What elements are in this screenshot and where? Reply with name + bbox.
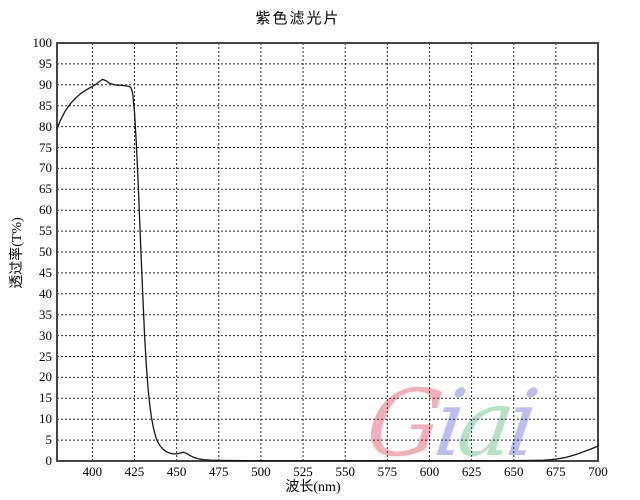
x-tick-label: 625 xyxy=(461,464,482,479)
chart-title: 紫色滤光片 xyxy=(255,11,341,27)
y-tick-label: 75 xyxy=(39,139,52,155)
y-tick-label: 20 xyxy=(39,369,52,385)
x-tick-label: 500 xyxy=(251,464,271,479)
x-axis-label: 波长(nm) xyxy=(285,480,341,495)
y-tick-label: 45 xyxy=(39,264,52,280)
x-tick-label: 450 xyxy=(166,464,187,479)
y-tick-label: 65 xyxy=(39,181,52,197)
y-tick-label: 15 xyxy=(39,390,52,406)
y-tick-label: 35 xyxy=(39,306,52,322)
x-tick-label: 575 xyxy=(377,464,398,479)
x-tick-label: 525 xyxy=(293,464,313,479)
y-tick-label: 25 xyxy=(39,348,52,364)
y-tick-label: 70 xyxy=(39,160,52,176)
y-tick-label: 95 xyxy=(39,55,52,71)
x-tick-label: 700 xyxy=(588,464,608,479)
x-tick-label: 400 xyxy=(82,464,103,479)
y-tick-label: 5 xyxy=(45,432,53,448)
x-tick-label: 475 xyxy=(209,464,229,479)
y-tick-label: 40 xyxy=(39,285,52,301)
transmittance-curve xyxy=(56,78,599,462)
x-tick-label: 650 xyxy=(503,464,524,479)
x-tick-label: 675 xyxy=(546,464,566,479)
y-tick-label: 50 xyxy=(39,244,52,259)
x-tick-label: 600 xyxy=(419,464,440,479)
y-tick-label: 55 xyxy=(39,223,52,239)
y-tick-label: 90 xyxy=(39,76,52,92)
y-tick-label: 80 xyxy=(39,118,52,134)
gridlines xyxy=(57,43,598,461)
y-tick-label: 100 xyxy=(32,35,53,50)
x-tick-label: 550 xyxy=(335,464,355,479)
y-tick-label: 10 xyxy=(39,411,52,427)
y-tick-label: 85 xyxy=(39,97,52,113)
y-tick-label: 0 xyxy=(45,453,53,468)
x-tick-label: 425 xyxy=(124,464,145,479)
y-tick-label: 60 xyxy=(39,202,52,218)
y-tick-label: 30 xyxy=(39,327,52,343)
